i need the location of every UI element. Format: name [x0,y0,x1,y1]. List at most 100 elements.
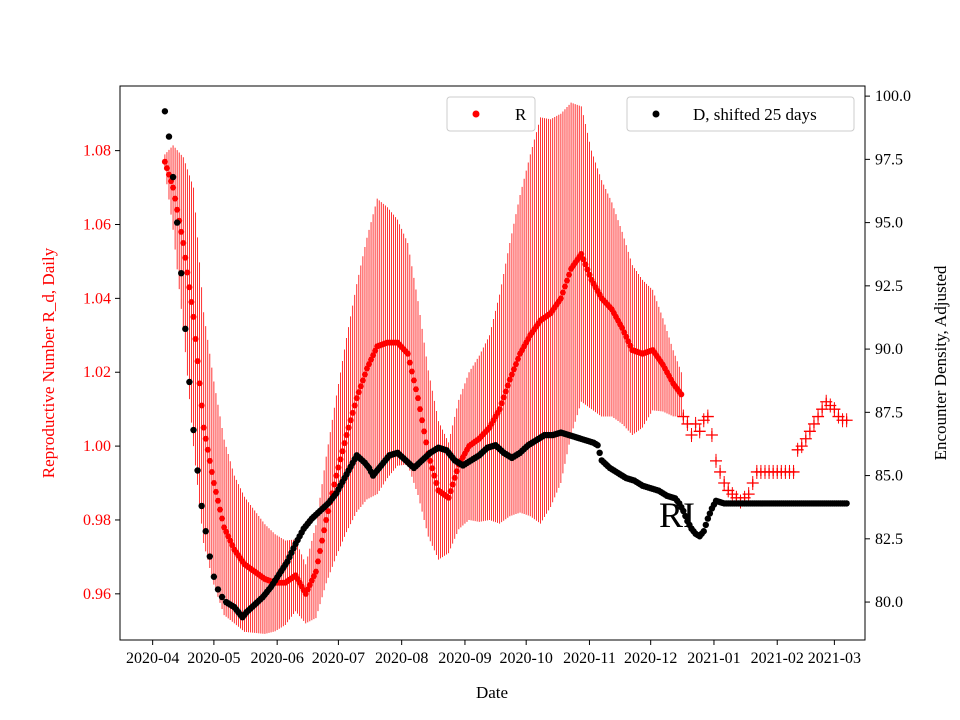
r-point [498,400,505,407]
r-point [343,432,350,439]
r-point [559,289,566,296]
r-point [337,456,344,463]
r-point [335,464,342,471]
r-plus-marker [840,416,853,425]
y-tick-label-left: 1.02 [83,364,111,381]
r-point [200,424,207,431]
r-point [447,488,454,495]
r-plus-marker [742,490,755,499]
r-point [580,256,587,263]
r-point [174,206,181,213]
d-point [190,426,197,434]
x-tick-label: 2020-06 [251,650,304,667]
r-point [163,165,170,172]
r-point [578,251,585,258]
y-tick-label-left: 1.06 [83,217,111,234]
x-tick-label: 2021-01 [687,650,740,667]
r-point [202,435,209,442]
r-point [584,266,591,273]
r-point [347,417,354,424]
r-point [204,446,211,453]
r-point [506,376,513,383]
r-point [214,497,221,504]
y-tick-label-right: 95.0 [875,215,903,232]
y-tick-label-left: 1.04 [83,290,111,307]
y-tick-label-right: 90.0 [875,341,903,358]
r-point [180,239,187,246]
r-point [429,465,436,472]
r-point [321,527,328,534]
y-axis-label-right: Encounter Density, Adjusted [931,265,950,460]
r-point [557,295,564,302]
x-tick-label: 2021-02 [751,650,804,667]
legend-d-frame [626,96,855,132]
r-point [331,481,338,488]
d-point [186,378,193,386]
r-point [317,547,324,554]
d-point [702,521,709,529]
r-point [515,355,522,362]
r-point [678,391,685,398]
d-point [169,173,177,181]
legend-d-marker [652,110,660,118]
r-point [345,424,352,431]
d-point [218,593,226,601]
x-tick-label: 2020-08 [375,650,428,667]
y-tick-label-right: 85.0 [875,468,903,485]
x-tick-label: 2020-12 [624,650,677,667]
legend-d-label: D, shifted 25 days [693,105,817,124]
y-tick-label-right: 97.5 [875,151,903,168]
r-point [349,409,356,416]
d-point [178,269,185,277]
d-point [161,108,169,115]
d-point [198,502,205,510]
d-point [594,442,601,449]
d-point [706,510,714,517]
r-point [192,335,199,342]
r-plus-marker [807,419,820,428]
r-point [408,368,415,375]
y-tick-label-right: 80.0 [875,594,903,611]
r-point [496,406,503,413]
r-point [564,277,570,284]
r-point [582,261,589,268]
r-point [508,371,515,378]
plot-area [161,102,853,634]
r-plus-marker [787,467,800,476]
r-point [431,472,438,479]
y-tick-label-left: 0.98 [83,512,111,529]
r-point [190,313,197,320]
r-point [502,388,509,395]
r-point [355,389,362,396]
r-plus-marker [701,412,714,421]
d-point [596,449,603,457]
axes-frame [119,85,866,641]
r-point [323,516,330,523]
legend-r-label: R [515,105,527,124]
d-point [165,133,173,140]
r-point [404,350,411,357]
r-plus-marker [799,434,812,443]
r-point [453,468,460,475]
r-point [361,371,368,378]
r-point [198,402,205,409]
y-tick-label-left: 1.00 [83,438,111,455]
r-point [333,472,340,479]
d-point [214,586,222,593]
r-point [586,271,593,278]
d-point [194,467,201,474]
r-point [188,299,195,306]
r-point [433,480,440,487]
r-point [561,283,568,290]
y-axis-label-left: Reproductive Number R_d, Daily [39,247,58,478]
r-plus-marker [816,405,829,414]
r-point [500,394,507,401]
r-plus-marker [689,419,702,428]
r-point [359,377,366,384]
x-tick-label: 2020-04 [126,650,179,667]
r-point [217,506,224,513]
r-point [451,474,458,481]
r-point [421,428,428,435]
r-plus-marker [693,427,706,436]
